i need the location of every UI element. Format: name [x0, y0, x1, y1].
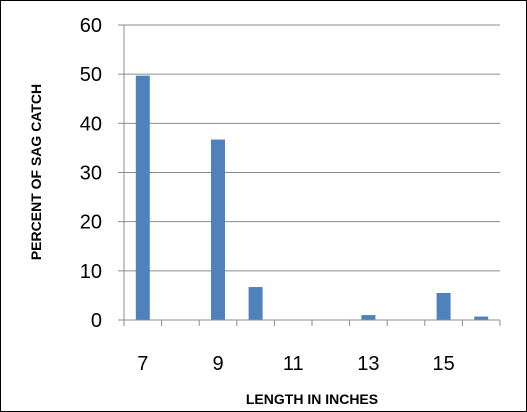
x-tick-label-15: 15: [432, 353, 454, 375]
y-tick-label-20: 20: [80, 212, 102, 234]
bar-10: [248, 287, 263, 320]
y-axis-title: PERCENT OF SAG CATCH: [28, 84, 44, 260]
bar-15: [436, 292, 451, 320]
bar-9: [211, 139, 225, 320]
x-tick-label-7: 7: [137, 353, 148, 375]
y-tick-label-10: 10: [80, 261, 102, 283]
bar-16: [474, 316, 489, 320]
x-tick-label-13: 13: [357, 353, 379, 375]
y-tick-label-50: 50: [80, 64, 102, 86]
x-tick-label-11: 11: [283, 353, 304, 375]
gridlines: [124, 24, 500, 272]
y-tick-labels: 0 10 20 30 40 50 60: [80, 15, 102, 332]
y-tick-label-60: 60: [80, 15, 102, 37]
x-axis-title: LENGTH IN INCHES: [246, 391, 378, 407]
bars: [135, 75, 489, 321]
y-tick-label-40: 40: [80, 113, 102, 135]
bar-13: [361, 315, 376, 320]
x-tick-labels: 7 9 11 13 15: [137, 353, 454, 375]
bar-7: [135, 75, 150, 321]
axes: [118, 24, 501, 326]
y-tick-label-30: 30: [80, 163, 102, 185]
y-tick-label-0: 0: [91, 310, 102, 332]
x-tick-label-9: 9: [212, 353, 223, 375]
